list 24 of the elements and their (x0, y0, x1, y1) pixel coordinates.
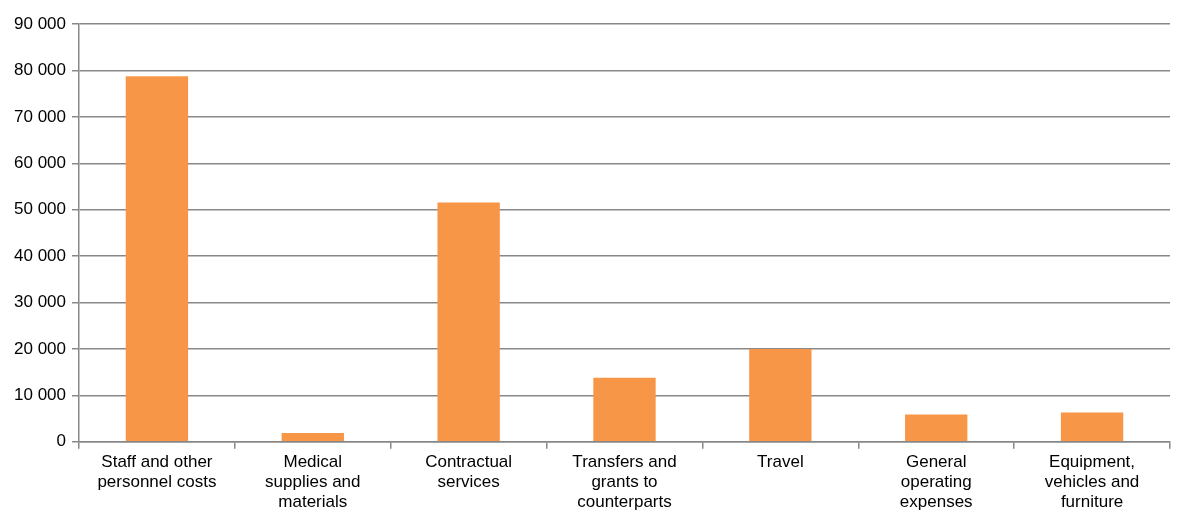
x-tick-label: Medical supplies and materials (265, 451, 361, 512)
bar (1060, 412, 1124, 442)
bar (437, 202, 500, 442)
x-tick-label: Contractual services (425, 451, 513, 492)
y-tick-label: 80 000 (14, 60, 66, 80)
y-tick-label: 40 000 (14, 245, 66, 265)
bar (749, 349, 812, 442)
x-tick-label: Staff and other personnel costs (97, 451, 217, 492)
bar (281, 432, 344, 442)
y-tick-label: 70 000 (14, 106, 66, 126)
x-tick-label: Equipment, vehicles and furniture (1044, 451, 1140, 512)
bar (593, 377, 656, 442)
y-tick-label: 60 000 (14, 153, 66, 173)
y-tick-label: 20 000 (14, 338, 66, 358)
y-tick-label: 90 000 (14, 13, 66, 33)
x-tick-label: General operating expenses (899, 451, 973, 512)
x-tick-label: Transfers and grants to counterparts (572, 451, 677, 512)
x-tick-label: Travel (757, 451, 804, 471)
y-tick-label: 0 (56, 431, 66, 451)
y-tick-label: 10 000 (14, 385, 66, 405)
y-tick-label: 50 000 (14, 199, 66, 219)
y-tick-label: 30 000 (14, 292, 66, 312)
bar (125, 76, 189, 442)
bar (905, 414, 968, 442)
